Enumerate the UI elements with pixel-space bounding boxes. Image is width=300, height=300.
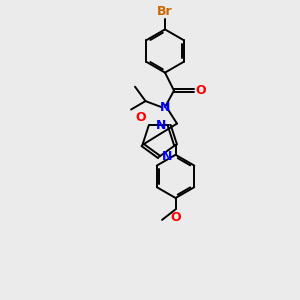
Text: N: N [156,119,166,132]
Text: O: O [195,84,206,97]
Text: Br: Br [157,5,173,18]
Text: N: N [160,100,170,114]
Text: O: O [170,211,181,224]
Text: O: O [136,111,146,124]
Text: N: N [162,150,172,164]
